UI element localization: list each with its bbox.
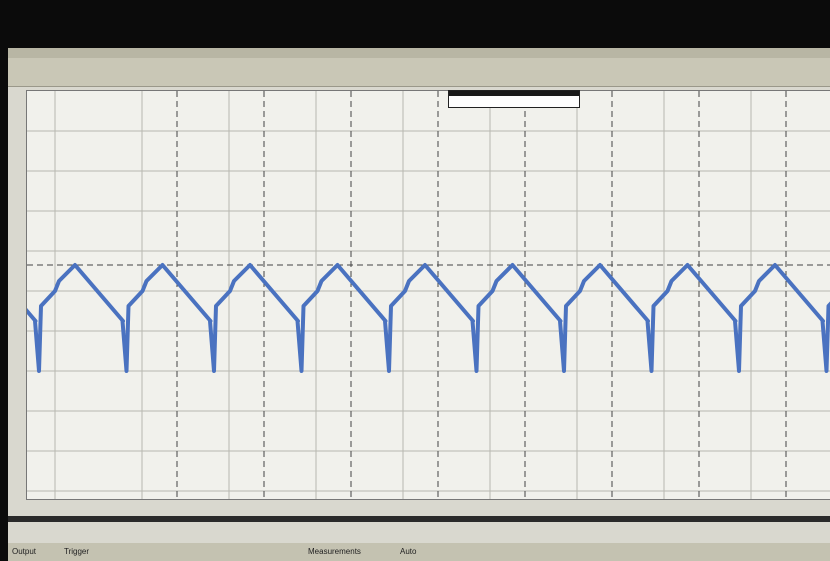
- channel-legend: [448, 90, 580, 108]
- toolbar: [8, 58, 830, 73]
- status-bar: Output Trigger Measurements Auto: [8, 543, 830, 561]
- toolbar: [8, 72, 830, 87]
- trigger-label[interactable]: Trigger: [64, 547, 89, 556]
- waveform: [27, 265, 830, 371]
- divider: [8, 516, 830, 522]
- auto-label[interactable]: Auto: [400, 547, 416, 556]
- scope-plot: [26, 90, 830, 500]
- waveform-area: [27, 91, 830, 499]
- screenshot: Output Trigger Measurements Auto: [0, 0, 830, 561]
- output-label[interactable]: Output: [12, 547, 36, 556]
- menu-bar: [8, 48, 830, 58]
- app-window: Output Trigger Measurements Auto: [8, 48, 830, 561]
- measurements-label[interactable]: Measurements: [308, 547, 361, 556]
